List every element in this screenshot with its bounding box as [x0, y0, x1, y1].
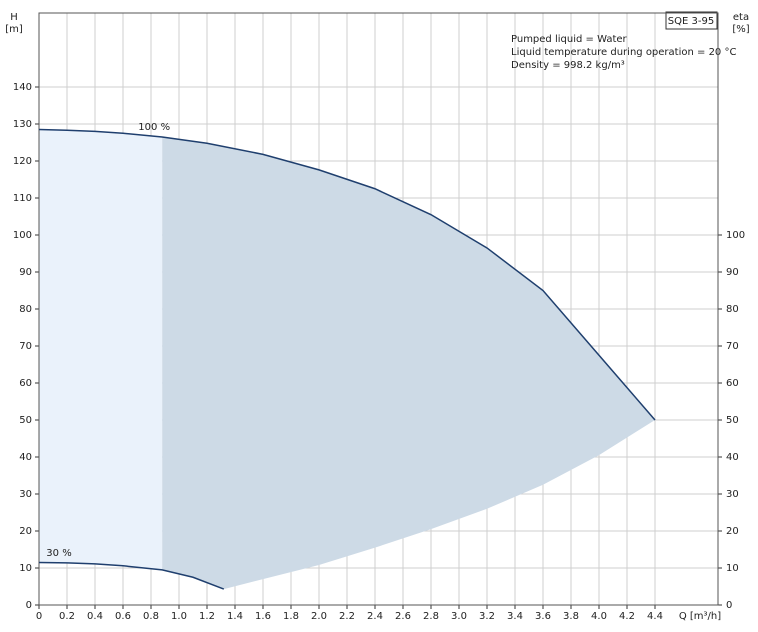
info-line: Pumped liquid = Water — [511, 34, 628, 45]
y-tick-label: 10 — [19, 563, 32, 574]
y-tick-label: 80 — [19, 304, 32, 315]
y-tick-label: 40 — [19, 452, 32, 463]
y2-tick-label: 90 — [726, 267, 739, 278]
y2-tick-label: 0 — [726, 600, 732, 611]
chart-title: SQE 3-95 — [668, 16, 714, 27]
x-tick-label: 2.0 — [311, 611, 327, 622]
x-tick-label: 0.8 — [143, 611, 159, 622]
x-tick-label: 2.6 — [395, 611, 411, 622]
x-tick-label: 3.2 — [479, 611, 495, 622]
y2-unit: [%] — [732, 24, 749, 35]
y2-tick-label: 50 — [726, 415, 739, 426]
x-tick-label: 1.4 — [227, 611, 243, 622]
y-label: H — [10, 12, 18, 23]
curve — [38, 128, 656, 421]
x-tick-label: 4.4 — [647, 611, 663, 622]
y-tick-label: 0 — [26, 600, 32, 611]
x-tick-label: 3.6 — [535, 611, 551, 622]
y2-tick-label: 80 — [726, 304, 739, 315]
y2-tick-label: 60 — [726, 378, 739, 389]
x-tick-label: 1.0 — [171, 611, 187, 622]
x-tick-label: 3.4 — [507, 611, 523, 622]
y-tick-label: 60 — [19, 378, 32, 389]
x-tick-label: 0 — [36, 611, 42, 622]
y-tick-label: 120 — [13, 156, 32, 167]
info-line: Liquid temperature during operation = 20… — [511, 47, 736, 58]
x-tick-label: 4.0 — [591, 611, 607, 622]
x-tick-label: 0.4 — [87, 611, 103, 622]
plot-frame — [38, 12, 719, 606]
curve-label: 30 % — [46, 548, 71, 559]
y-tick-label: 50 — [19, 415, 32, 426]
x-tick-label: 1.6 — [255, 611, 271, 622]
y2-tick-label: 70 — [726, 341, 739, 352]
y2-label: eta — [733, 12, 749, 23]
y-unit: [m] — [5, 24, 23, 35]
y2-tick-label: 10 — [726, 563, 739, 574]
x-tick-label: 0.2 — [59, 611, 75, 622]
y-tick-label: 70 — [19, 341, 32, 352]
x-tick-label: 2.8 — [423, 611, 439, 622]
x-tick-label: 2.2 — [339, 611, 355, 622]
y-tick-label: 20 — [19, 526, 32, 537]
x-tick-label: 2.4 — [367, 611, 383, 622]
info-line: Density = 998.2 kg/m³ — [511, 60, 625, 71]
x-label: Q [m³/h] — [679, 611, 721, 622]
y-tick-label: 140 — [13, 82, 32, 93]
x-tick-label: 4.2 — [619, 611, 635, 622]
shade-area — [39, 129, 163, 570]
y-tick-label: 130 — [13, 119, 32, 130]
y-tick-label: 90 — [19, 267, 32, 278]
x-tick-label: 1.8 — [283, 611, 299, 622]
y-tick-label: 30 — [19, 489, 32, 500]
y2-tick-label: 40 — [726, 452, 739, 463]
y-tick-label: 110 — [13, 193, 32, 204]
x-tick-label: 0.6 — [115, 611, 131, 622]
x-tick-label: 3.0 — [451, 611, 467, 622]
curve — [38, 561, 225, 590]
y2-tick-label: 30 — [726, 489, 739, 500]
x-tick-label: 3.8 — [563, 611, 579, 622]
y2-tick-label: 100 — [726, 230, 745, 241]
x-tick-label: 1.2 — [199, 611, 215, 622]
curve-label: 100 % — [138, 122, 170, 133]
shade-area — [162, 136, 655, 590]
y-tick-label: 100 — [13, 230, 32, 241]
y2-tick-label: 20 — [726, 526, 739, 537]
title-box — [665, 11, 718, 30]
